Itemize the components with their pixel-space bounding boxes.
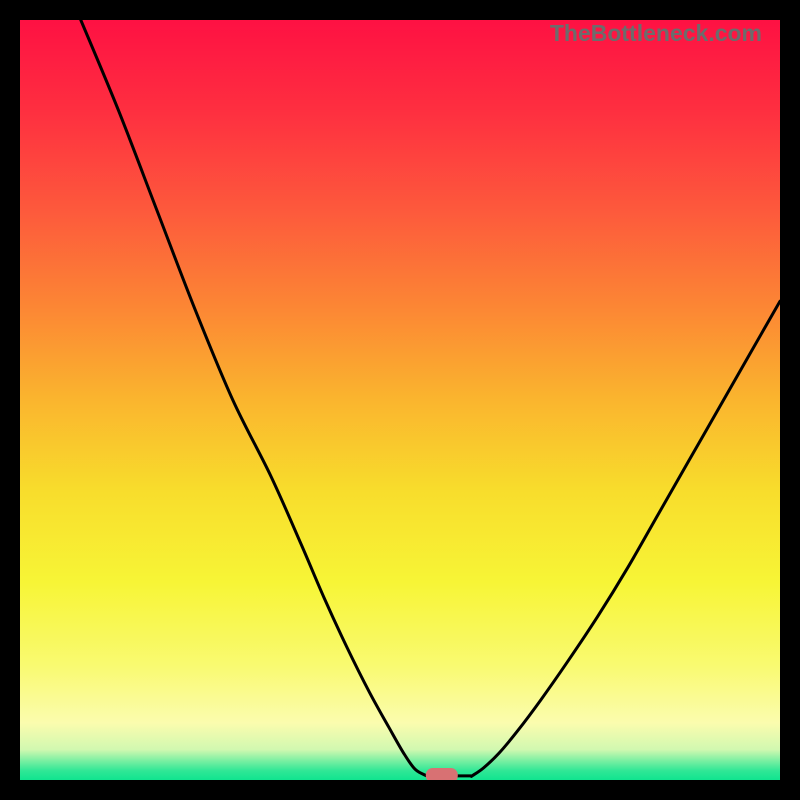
marker-layer — [20, 20, 780, 780]
plot-area: TheBottleneck.com — [20, 20, 780, 780]
watermark-text: TheBottleneck.com — [550, 20, 762, 47]
chart-frame: TheBottleneck.com — [0, 0, 800, 800]
